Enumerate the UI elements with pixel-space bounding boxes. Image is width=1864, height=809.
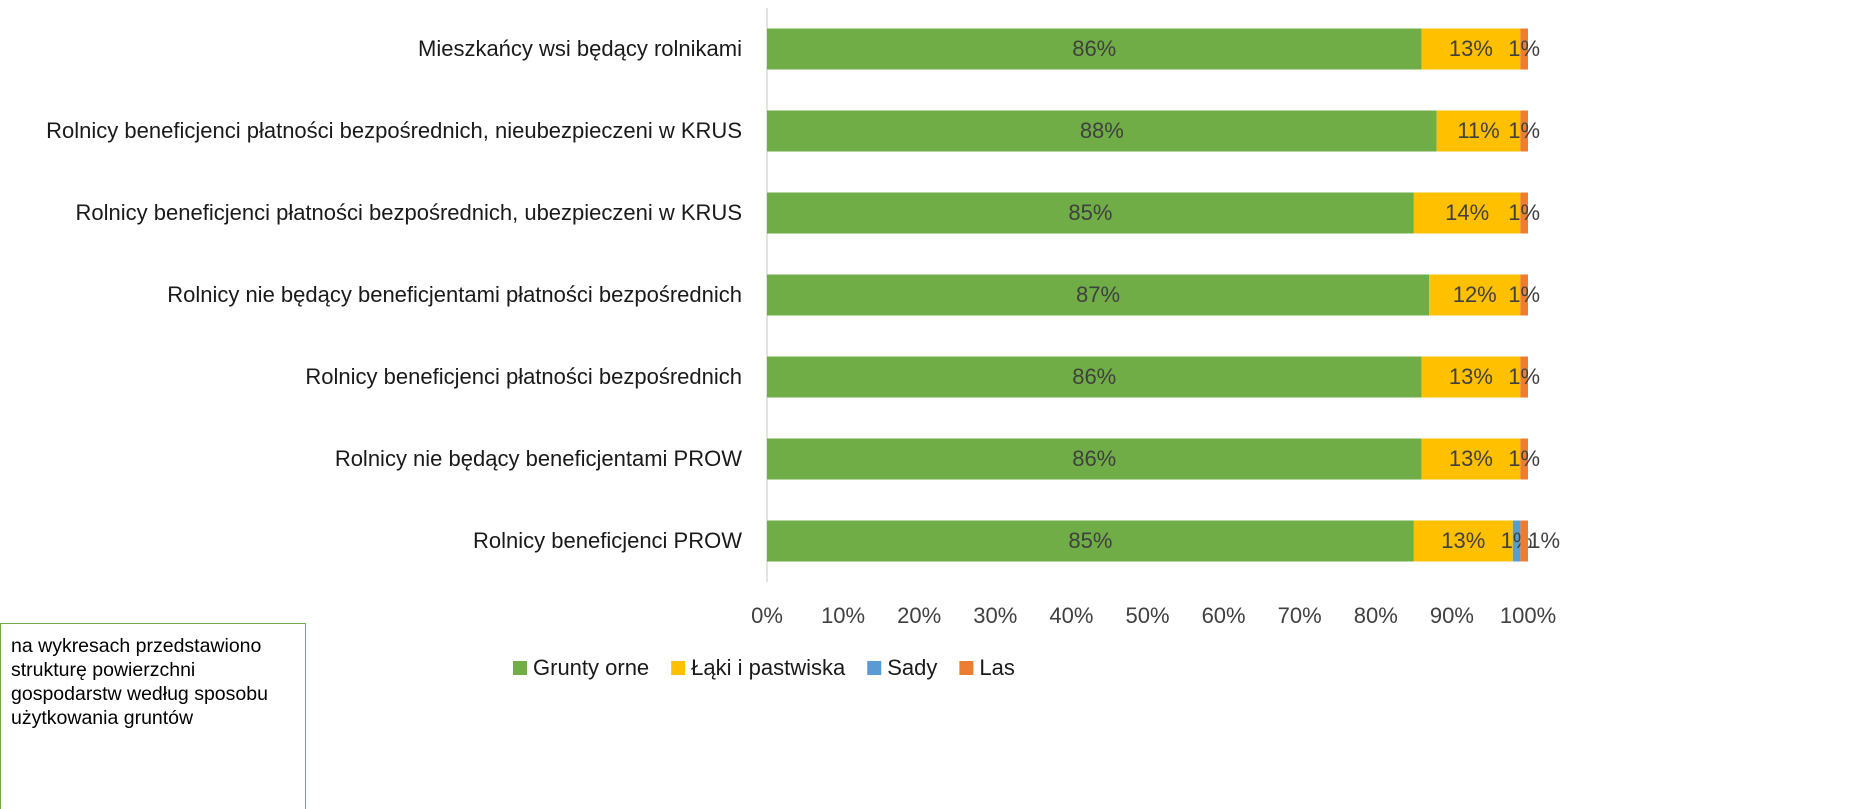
legend-swatch bbox=[671, 661, 686, 675]
data-label: 85% bbox=[1068, 528, 1112, 553]
y-tick-label-text: Rolnicy nie będący beneficjentami PROW bbox=[334, 446, 742, 471]
data-label: 13% bbox=[1441, 528, 1485, 553]
bar-segment bbox=[1520, 520, 1528, 562]
y-tick-label-text: Rolnicy beneficjenci płatności bezpośred… bbox=[46, 118, 742, 143]
y-tick-label-text: Rolnicy nie będący beneficjentami płatno… bbox=[167, 282, 742, 307]
y-tick-label: Mieszkańcy wsi będący rolnikami bbox=[418, 33, 742, 65]
x-tick-label: 10% bbox=[821, 603, 865, 628]
y-tick-label-text: Rolnicy beneficjenci płatności bezpośred… bbox=[305, 364, 742, 389]
y-tick-label: Rolnicy beneficjenci PROW bbox=[473, 525, 742, 557]
x-tick-label: 30% bbox=[973, 603, 1017, 628]
y-tick-label-text: Rolnicy beneficjenci płatności bezpośred… bbox=[75, 200, 742, 225]
data-label: 11% bbox=[1457, 118, 1499, 143]
data-label: 13% bbox=[1449, 446, 1493, 471]
bar-segment bbox=[1421, 28, 1521, 70]
bar-segment bbox=[1520, 110, 1528, 152]
legend-swatch bbox=[867, 661, 882, 675]
bar-segment bbox=[1520, 356, 1528, 398]
data-label: 13% bbox=[1449, 364, 1493, 389]
bar-segment bbox=[767, 356, 1422, 398]
y-tick-label: Rolnicy beneficjenci płatności bezpośred… bbox=[76, 197, 742, 229]
bar-segment bbox=[767, 274, 1430, 316]
bar-segment bbox=[1520, 274, 1528, 316]
x-tick-label: 50% bbox=[1125, 603, 1169, 628]
data-label: 88% bbox=[1080, 118, 1124, 143]
data-label: 86% bbox=[1072, 364, 1116, 389]
x-tick-label: 60% bbox=[1202, 603, 1246, 628]
legend-swatch bbox=[959, 661, 974, 675]
x-tick-label: 100% bbox=[1500, 603, 1556, 628]
data-label: 1% bbox=[1508, 36, 1540, 61]
bar-segment bbox=[767, 520, 1414, 562]
data-label: 86% bbox=[1072, 446, 1116, 471]
data-label: 1% bbox=[1508, 282, 1540, 307]
annotation: na wykresach przedstawiono strukturę pow… bbox=[0, 623, 306, 809]
bar-segment bbox=[1520, 192, 1528, 234]
x-tick-label: 0% bbox=[751, 603, 783, 628]
legend-label: Las bbox=[979, 655, 1014, 680]
data-label: 1% bbox=[1508, 118, 1540, 143]
data-label: 1% bbox=[1508, 200, 1540, 225]
bar-segment bbox=[767, 110, 1437, 152]
data-label: 1% bbox=[1508, 446, 1540, 471]
y-tick-label: Rolnicy beneficjenci płatności bezpośred… bbox=[305, 361, 742, 393]
data-label: 13% bbox=[1449, 36, 1493, 61]
y-tick-label: Rolnicy nie będący beneficjentami płatno… bbox=[167, 279, 742, 311]
data-label: 1% bbox=[1508, 364, 1540, 389]
legend-label: Łąki i pastwiska bbox=[691, 655, 846, 680]
x-tick-label: 80% bbox=[1354, 603, 1398, 628]
bar-segment bbox=[1512, 520, 1521, 562]
x-tick-label: 20% bbox=[897, 603, 941, 628]
bar-segment bbox=[1413, 520, 1513, 562]
data-label: 87% bbox=[1076, 282, 1120, 307]
bar-segment bbox=[1429, 274, 1521, 316]
bar-segment bbox=[1421, 438, 1521, 480]
legend-label: Sady bbox=[887, 655, 937, 680]
y-tick-label: Rolnicy beneficjenci płatności bezpośred… bbox=[46, 115, 742, 147]
y-tick-label-text: Mieszkańcy wsi będący rolnikami bbox=[418, 36, 742, 61]
bar-segment bbox=[1436, 110, 1521, 152]
data-label: 12% bbox=[1453, 282, 1497, 307]
bar-segment bbox=[1520, 28, 1528, 70]
bar-segment bbox=[1421, 356, 1521, 398]
legend-label: Grunty orne bbox=[533, 655, 649, 680]
y-tick-label-text: Rolnicy beneficjenci PROW bbox=[473, 528, 742, 553]
bar-segment bbox=[767, 192, 1414, 234]
x-tick-label: 70% bbox=[1278, 603, 1322, 628]
legend-swatch bbox=[513, 661, 527, 675]
data-label: 86% bbox=[1072, 36, 1116, 61]
data-label: 14% bbox=[1445, 200, 1489, 225]
data-label: 85% bbox=[1068, 200, 1112, 225]
bar-segment bbox=[767, 28, 1422, 70]
bar-segment bbox=[767, 438, 1422, 480]
x-tick-label: 40% bbox=[1049, 603, 1093, 628]
y-tick-label: Rolnicy nie będący beneficjentami PROW bbox=[335, 443, 742, 475]
x-tick-label: 90% bbox=[1430, 603, 1474, 628]
data-label: 1% bbox=[1528, 528, 1560, 553]
bar-segment bbox=[1413, 192, 1521, 234]
bar-segment bbox=[1520, 438, 1528, 480]
